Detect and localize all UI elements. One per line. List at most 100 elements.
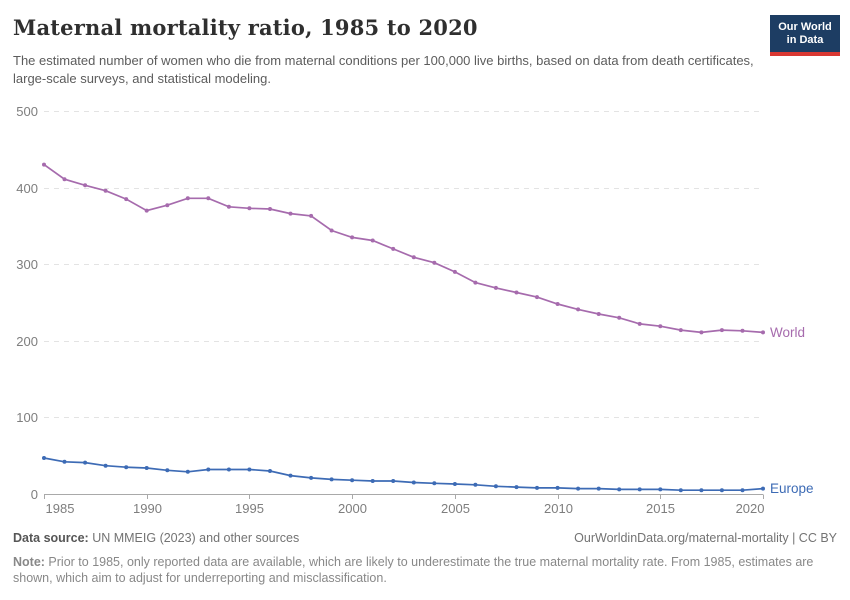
- europe-point-2003: [411, 480, 416, 485]
- world-point-2009: [535, 295, 539, 300]
- europe-point-1994: [226, 467, 231, 472]
- europe-point-1993: [206, 467, 211, 472]
- world-point-2019: [740, 328, 745, 333]
- europe-point-1991: [165, 468, 170, 473]
- world-point-2001: [370, 238, 375, 243]
- europe-point-1996: [268, 469, 272, 473]
- data-source: Data source: UN MMEIG (2023) and other s…: [13, 531, 299, 545]
- y-tick-label-200: 200: [16, 334, 38, 349]
- attribution-link: OurWorldinData.org/maternal-mortality | …: [574, 531, 837, 545]
- world-point-2000: [350, 235, 355, 240]
- x-tick-label-2020: 2020: [736, 501, 765, 516]
- world-point-2003: [411, 255, 416, 260]
- footnote-text: Prior to 1985, only reported data are av…: [13, 555, 814, 585]
- data-source-label: Data source:: [13, 531, 89, 545]
- world-point-2014: [637, 321, 642, 326]
- world-point-2013: [617, 315, 622, 320]
- world-point-2015: [658, 324, 663, 329]
- europe-point-1985: [42, 456, 46, 460]
- x-tick-label-2015: 2015: [646, 501, 675, 516]
- world-point-1990: [144, 208, 149, 213]
- europe-point-2015: [658, 487, 663, 492]
- world-point-2017: [699, 330, 704, 335]
- world-point-1995: [247, 206, 252, 211]
- world-point-1992: [185, 196, 190, 201]
- world-point-2004: [432, 260, 437, 265]
- world-point-1993: [206, 196, 211, 201]
- footnote-label: Note:: [13, 555, 45, 569]
- source-row: Data source: UN MMEIG (2023) and other s…: [13, 531, 837, 545]
- x-tick-label-2005: 2005: [441, 501, 470, 516]
- europe-point-1995: [247, 467, 252, 472]
- europe-point-2017: [699, 488, 704, 493]
- y-tick-label-400: 400: [16, 181, 38, 196]
- world-point-2007: [493, 285, 498, 290]
- europe-point-1992: [185, 469, 190, 474]
- europe-point-2004: [432, 481, 437, 486]
- owid-logo: Our World in Data: [770, 15, 840, 56]
- data-source-text: UN MMEIG (2023) and other sources: [88, 531, 300, 545]
- world-line: [43, 163, 764, 334]
- x-tick-label-1985: 1985: [46, 501, 75, 516]
- world-point-2005: [452, 269, 457, 274]
- world-point-1994: [226, 204, 231, 209]
- europe-point-2016: [678, 488, 683, 493]
- world-point-2010: [555, 302, 560, 306]
- europe-point-2008: [514, 485, 519, 490]
- europe-series-label: Europe: [770, 481, 814, 496]
- world-point-2006: [473, 280, 478, 285]
- europe-line: [43, 457, 764, 492]
- europe-point-2014: [637, 487, 642, 492]
- y-tick-label-300: 300: [16, 257, 38, 272]
- europe-point-2019: [740, 488, 745, 493]
- x-tick-label-1995: 1995: [235, 501, 264, 516]
- world-point-1996: [268, 207, 272, 211]
- y-tick-label-100: 100: [16, 410, 38, 425]
- world-point-1989: [124, 197, 129, 202]
- chart-subtitle: The estimated number of women who die fr…: [13, 53, 754, 87]
- y-tick-label-500: 500: [16, 104, 38, 119]
- world-point-1985: [42, 162, 46, 167]
- europe-point-2006: [473, 482, 478, 487]
- world-point-1998: [309, 213, 314, 218]
- world-point-2020: [761, 330, 765, 335]
- world-point-2002: [391, 246, 396, 251]
- world-point-2016: [678, 328, 683, 333]
- europe-point-1986: [62, 459, 67, 464]
- europe-point-1997: [288, 473, 293, 478]
- page-title: Maternal mortality ratio, 1985 to 2020: [13, 15, 478, 40]
- europe-point-1990: [144, 466, 149, 470]
- world-point-1988: [103, 188, 108, 193]
- x-tick-label-2000: 2000: [338, 501, 367, 516]
- europe-point-1987: [83, 460, 88, 465]
- world-point-2008: [514, 290, 519, 295]
- world-point-1991: [165, 203, 170, 208]
- europe-point-2012: [596, 486, 601, 491]
- europe-point-1989: [124, 465, 129, 470]
- europe-point-2000: [350, 478, 355, 483]
- world-point-1999: [329, 228, 334, 233]
- europe-point-2018: [719, 488, 724, 493]
- world-point-2011: [576, 307, 581, 312]
- footnote: Note: Prior to 1985, only reported data …: [13, 554, 825, 586]
- y-tick-label-0: 0: [31, 487, 38, 502]
- europe-point-2002: [391, 479, 396, 483]
- line-chart-canvas: 0 100 200 300 400 500 1985 1990 1995 2000 2005 2010…: [16, 104, 814, 516]
- world-point-1986: [62, 177, 67, 182]
- europe-point-2007: [493, 484, 498, 489]
- europe-point-1988: [103, 463, 108, 468]
- europe-point-1999: [329, 477, 334, 482]
- europe-point-2011: [576, 486, 581, 491]
- owid-logo-line2: in Data: [786, 34, 824, 46]
- europe-point-2013: [617, 487, 622, 492]
- world-point-2012: [596, 312, 601, 316]
- world-point-1987: [83, 183, 88, 188]
- europe-point-1998: [309, 475, 314, 480]
- owid-logo-line1: Our World: [778, 21, 832, 33]
- x-tick-label-1990: 1990: [133, 501, 162, 516]
- world-point-2018: [719, 328, 724, 333]
- x-tick-label-2010: 2010: [544, 501, 573, 516]
- europe-point-2005: [452, 482, 457, 486]
- world-series-label: World: [770, 325, 805, 340]
- europe-point-2010: [555, 485, 560, 490]
